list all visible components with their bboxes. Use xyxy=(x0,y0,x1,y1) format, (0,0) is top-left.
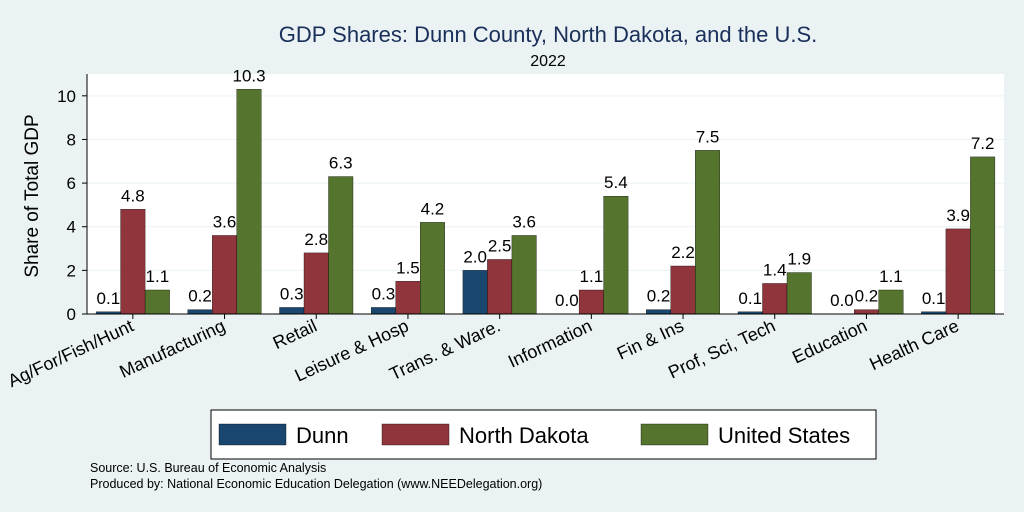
data-label-united-states: 10.3 xyxy=(233,66,266,85)
y-tick-label: 4 xyxy=(67,218,76,237)
bar-dunn xyxy=(371,307,396,315)
data-label-united-states: 7.2 xyxy=(971,134,995,153)
y-axis-label: Share of Total GDP xyxy=(22,114,43,277)
bar-north-dakota xyxy=(120,209,146,315)
bar-dunn xyxy=(279,307,305,315)
bars xyxy=(95,89,996,315)
bar-united-states xyxy=(603,196,629,315)
chart-title: GDP Shares: Dunn County, North Dakota, a… xyxy=(279,22,817,47)
data-label-united-states: 3.6 xyxy=(512,212,536,231)
data-label-united-states: 1.9 xyxy=(787,250,811,269)
bar-north-dakota xyxy=(762,283,788,315)
bar-united-states xyxy=(511,235,537,315)
legend-swatch xyxy=(640,423,709,446)
bar-north-dakota xyxy=(395,281,421,315)
bar-united-states xyxy=(786,272,812,315)
data-label-united-states: 1.1 xyxy=(879,267,903,286)
bar-north-dakota xyxy=(487,259,513,315)
data-label-north-dakota: 3.6 xyxy=(213,212,237,231)
bar-united-states xyxy=(695,150,720,315)
y-tick-label: 0 xyxy=(67,305,76,324)
legend-label: North Dakota xyxy=(459,423,589,448)
data-label-united-states: 7.5 xyxy=(696,127,720,146)
data-label-dunn: 0.2 xyxy=(188,287,212,306)
data-label-dunn: 0.0 xyxy=(830,291,854,310)
bar-united-states xyxy=(420,222,445,315)
y-tick-label: 8 xyxy=(67,130,76,149)
data-labels: 0.14.81.10.23.610.30.32.86.30.31.54.22.0… xyxy=(97,66,995,310)
data-label-north-dakota: 2.5 xyxy=(488,236,512,255)
bar-united-states xyxy=(878,289,904,315)
data-label-dunn: 0.3 xyxy=(280,284,304,303)
y-tick-label: 2 xyxy=(67,261,76,280)
data-label-dunn: 0.2 xyxy=(647,287,671,306)
bar-north-dakota xyxy=(578,289,604,315)
source-line: Source: U.S. Bureau of Economic Analysis xyxy=(90,461,326,475)
data-label-north-dakota: 2.2 xyxy=(671,243,695,262)
bar-north-dakota xyxy=(854,309,879,315)
legend-box xyxy=(210,409,877,460)
data-label-united-states: 4.2 xyxy=(421,199,445,218)
bar-north-dakota xyxy=(212,235,237,315)
bar-dunn xyxy=(187,309,213,315)
data-label-north-dakota: 1.4 xyxy=(763,260,787,279)
y-axis-ticks: 0 2 4 6 8 10 xyxy=(57,87,87,324)
y-tick-label: 6 xyxy=(67,174,76,193)
data-label-united-states: 6.3 xyxy=(329,154,353,173)
legend-swatch xyxy=(381,423,450,446)
produced-by-line: Produced by: National Economic Education… xyxy=(90,477,542,491)
data-label-dunn: 0.0 xyxy=(555,291,579,310)
data-label-united-states: 1.1 xyxy=(146,267,170,286)
bar-north-dakota xyxy=(303,252,329,315)
data-label-north-dakota: 1.5 xyxy=(396,258,420,277)
bar-dunn xyxy=(462,270,488,315)
data-label-dunn: 2.0 xyxy=(463,247,487,266)
chart-subtitle: 2022 xyxy=(530,53,566,70)
bar-north-dakota xyxy=(945,228,971,315)
legend-label: Dunn xyxy=(296,423,349,448)
bar-united-states xyxy=(144,289,170,315)
legend-label: United States xyxy=(718,423,850,448)
data-label-north-dakota: 3.9 xyxy=(946,206,970,225)
bar-united-states xyxy=(236,89,262,315)
bar-united-states xyxy=(328,176,354,315)
y-tick-label: 10 xyxy=(57,87,76,106)
bar-dunn xyxy=(646,309,671,315)
legend-items: Dunn North Dakota United States xyxy=(218,423,850,448)
data-label-north-dakota: 2.8 xyxy=(304,230,328,249)
legend: Dunn North Dakota United States xyxy=(210,409,877,460)
data-label-dunn: 0.1 xyxy=(97,289,121,308)
bar-north-dakota xyxy=(670,265,696,315)
data-label-dunn: 0.1 xyxy=(738,289,762,308)
data-label-united-states: 5.4 xyxy=(604,173,628,192)
data-label-north-dakota: 0.2 xyxy=(855,287,879,306)
bar-united-states xyxy=(970,156,996,315)
data-label-north-dakota: 4.8 xyxy=(121,186,145,205)
legend-swatch xyxy=(218,423,287,446)
data-label-north-dakota: 1.1 xyxy=(580,267,604,286)
data-label-dunn: 0.1 xyxy=(922,289,946,308)
data-label-dunn: 0.3 xyxy=(372,284,396,303)
